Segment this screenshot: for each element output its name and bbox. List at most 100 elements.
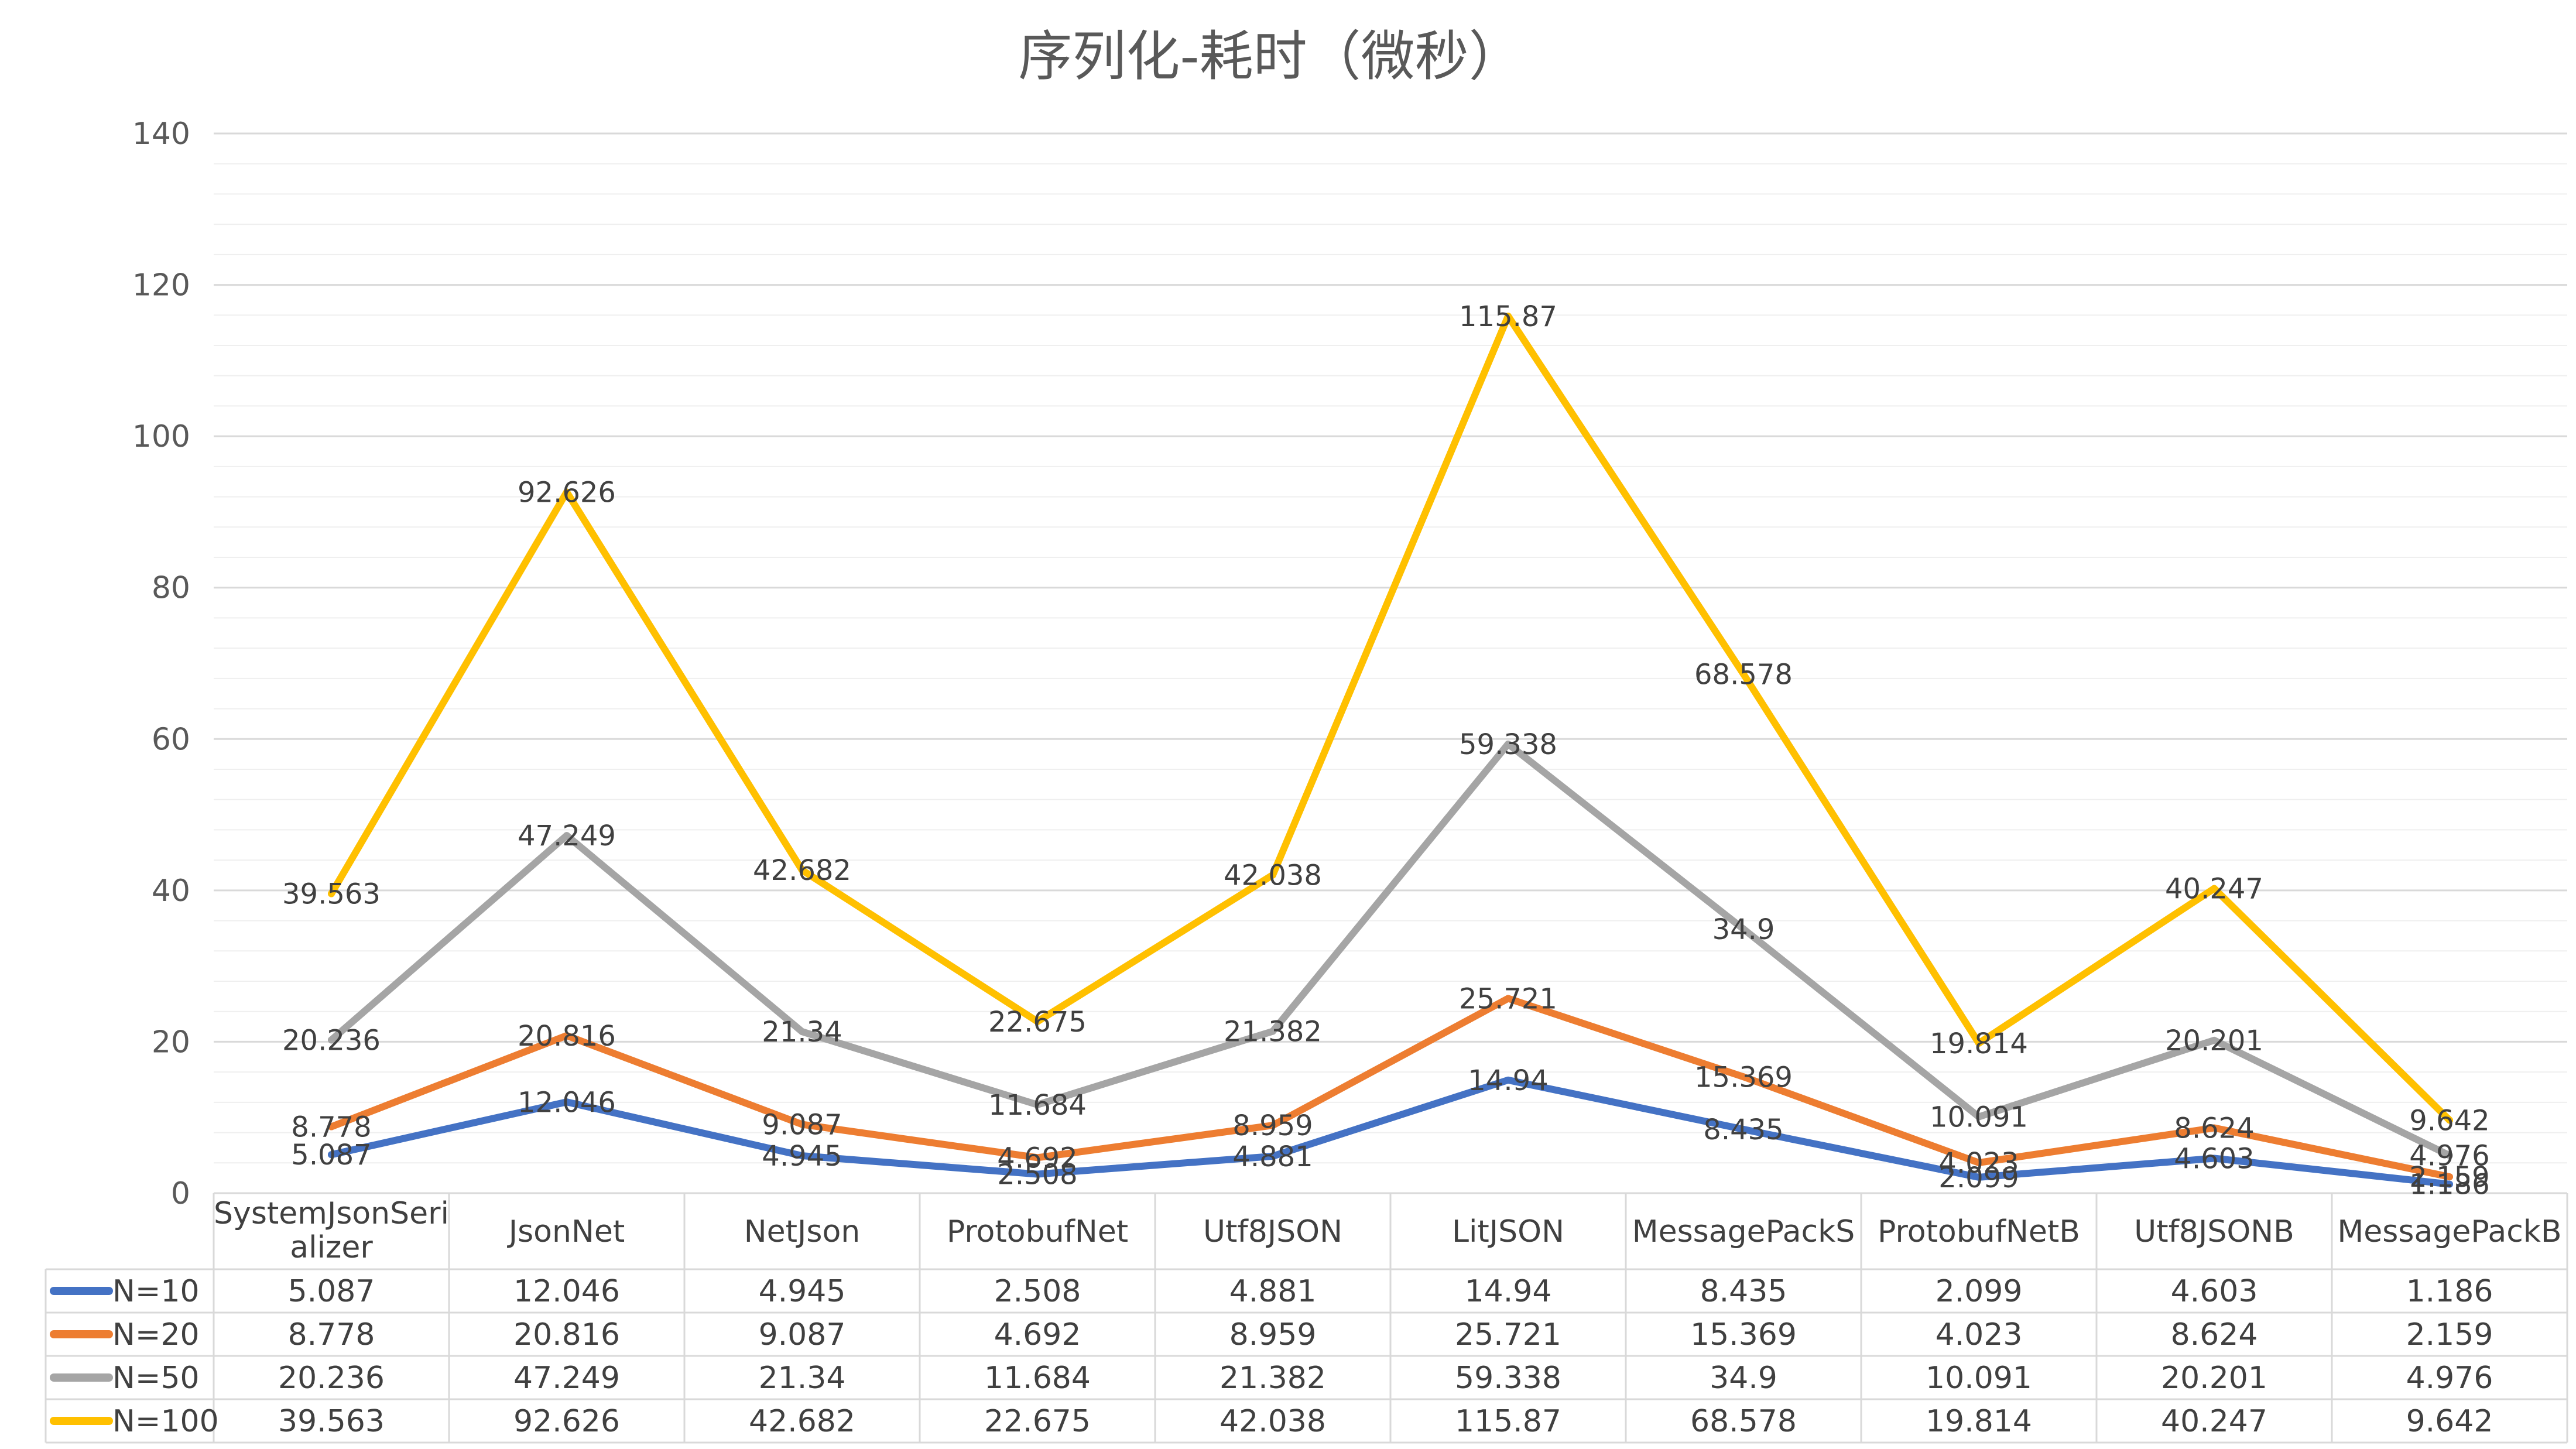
table-cell: 2.099 — [1936, 1274, 2023, 1309]
table-cell: 25.721 — [1455, 1317, 1561, 1352]
data-label: 8.778 — [291, 1111, 371, 1144]
data-point — [2446, 1152, 2453, 1159]
table-cell: 1.186 — [2406, 1274, 2493, 1309]
table-cell: 68.578 — [1690, 1404, 1797, 1439]
y-tick-label: 100 — [132, 419, 190, 454]
legend-label: N=20 — [112, 1317, 200, 1352]
data-label: 115.87 — [1459, 300, 1557, 333]
table-cell: 11.684 — [984, 1361, 1091, 1396]
data-label: 5.087 — [291, 1139, 371, 1171]
data-point — [1975, 1039, 1982, 1047]
data-point — [1975, 1159, 1982, 1166]
category-label: NetJson — [744, 1214, 860, 1249]
y-tick-label: 120 — [132, 268, 190, 303]
data-point — [328, 1036, 335, 1044]
table-cell: 19.814 — [1926, 1404, 2032, 1439]
data-label: 42.682 — [753, 854, 851, 887]
gridlines — [214, 132, 2567, 1194]
data-label: 15.369 — [1694, 1061, 1793, 1094]
data-point — [799, 1152, 806, 1160]
data-point — [1740, 925, 1747, 933]
series-line — [328, 1076, 2453, 1188]
data-label: 12.046 — [518, 1086, 616, 1119]
table-cell: 5.087 — [288, 1274, 375, 1309]
data-label: 20.201 — [2165, 1025, 2263, 1057]
data-point — [799, 1121, 806, 1128]
category-label: Utf8JSON — [1203, 1214, 1342, 1249]
table-cell: 42.682 — [749, 1404, 855, 1439]
category-label: MessagePackB — [2337, 1214, 2561, 1249]
data-label: 9.642 — [2409, 1104, 2489, 1137]
data-label: 68.578 — [1694, 658, 1793, 691]
data-labels: 5.087 12.046 4.945 2.508 4.881 14.94 8.435 2.09… — [282, 300, 2490, 1201]
table-cell: 4.945 — [759, 1274, 846, 1309]
data-point — [328, 1123, 335, 1131]
data-point — [1740, 1125, 1747, 1133]
table-cell: 40.247 — [2161, 1404, 2267, 1439]
series-line — [328, 740, 2453, 1159]
data-label: 8.435 — [1703, 1114, 1783, 1146]
data-point — [328, 1151, 335, 1159]
data-point — [2446, 1180, 2453, 1188]
chart-title: 序列化-耗时（微秒） — [1018, 25, 1522, 88]
data-point — [1034, 1170, 1041, 1178]
table-cell: 9.087 — [759, 1317, 846, 1352]
table-cell: 21.34 — [759, 1361, 846, 1396]
data-point — [799, 1028, 806, 1036]
data-label: 2.508 — [997, 1159, 1077, 1191]
table-cell: 2.159 — [2406, 1317, 2493, 1352]
data-point — [563, 1032, 570, 1039]
data-label: 4.692 — [997, 1142, 1077, 1174]
data-point — [1269, 871, 1276, 879]
y-tick-label: 80 — [152, 571, 190, 606]
data-label: 19.814 — [1930, 1027, 2028, 1060]
data-label: 4.976 — [2409, 1140, 2489, 1173]
table-cell: 42.038 — [1220, 1404, 1326, 1439]
table-cell: 10.091 — [1926, 1361, 2032, 1396]
table-cell: 39.563 — [278, 1404, 385, 1439]
data-label: 20.236 — [282, 1024, 381, 1057]
y-tick-label: 40 — [152, 873, 190, 909]
category-label: LitJSON — [1452, 1214, 1564, 1249]
data-label: 20.816 — [518, 1020, 616, 1053]
table-cell: 22.675 — [984, 1404, 1091, 1439]
data-label: 8.624 — [2174, 1112, 2254, 1145]
table-cell: 4.603 — [2171, 1274, 2258, 1309]
data-point — [1269, 1152, 1276, 1160]
data-point — [2211, 885, 2218, 892]
data-point — [2446, 1173, 2453, 1181]
data-label: 47.249 — [518, 820, 616, 852]
data-label: 4.023 — [1938, 1147, 2019, 1180]
table-cell: 21.382 — [1220, 1361, 1326, 1396]
legend-label: N=10 — [112, 1274, 200, 1309]
category-label: ProtobufNet — [947, 1214, 1128, 1249]
data-point — [799, 866, 806, 874]
table-cell: 2.508 — [994, 1274, 1081, 1309]
category-label: Utf8JSONB — [2134, 1214, 2294, 1249]
series-line — [328, 312, 2453, 1124]
data-label: 9.087 — [762, 1109, 842, 1142]
category-label: MessagePackS — [1632, 1214, 1855, 1249]
data-label: 10.091 — [1930, 1101, 2028, 1134]
data-point — [1034, 1018, 1041, 1025]
data-label: 92.626 — [518, 476, 616, 509]
data-point — [563, 488, 570, 496]
table-cell: 8.959 — [1229, 1317, 1317, 1352]
data-point — [1034, 1101, 1041, 1108]
category-label: SystemJsonSeri — [214, 1196, 449, 1231]
table-cell: 34.9 — [1710, 1361, 1777, 1396]
data-label: 40.247 — [2165, 873, 2263, 906]
data-point — [1505, 312, 1512, 320]
data-label: 21.382 — [1224, 1016, 1322, 1049]
category-label: ProtobufNetB — [1878, 1214, 2080, 1249]
table-cell: 9.642 — [2406, 1404, 2493, 1439]
table-cell: 20.236 — [278, 1361, 385, 1396]
table-cell: 59.338 — [1455, 1361, 1561, 1396]
data-label: 25.721 — [1459, 982, 1557, 1015]
data-label: 34.9 — [1712, 913, 1775, 946]
data-point — [2211, 1036, 2218, 1044]
y-tick-label: 60 — [152, 722, 190, 757]
data-point — [1269, 1027, 1276, 1035]
